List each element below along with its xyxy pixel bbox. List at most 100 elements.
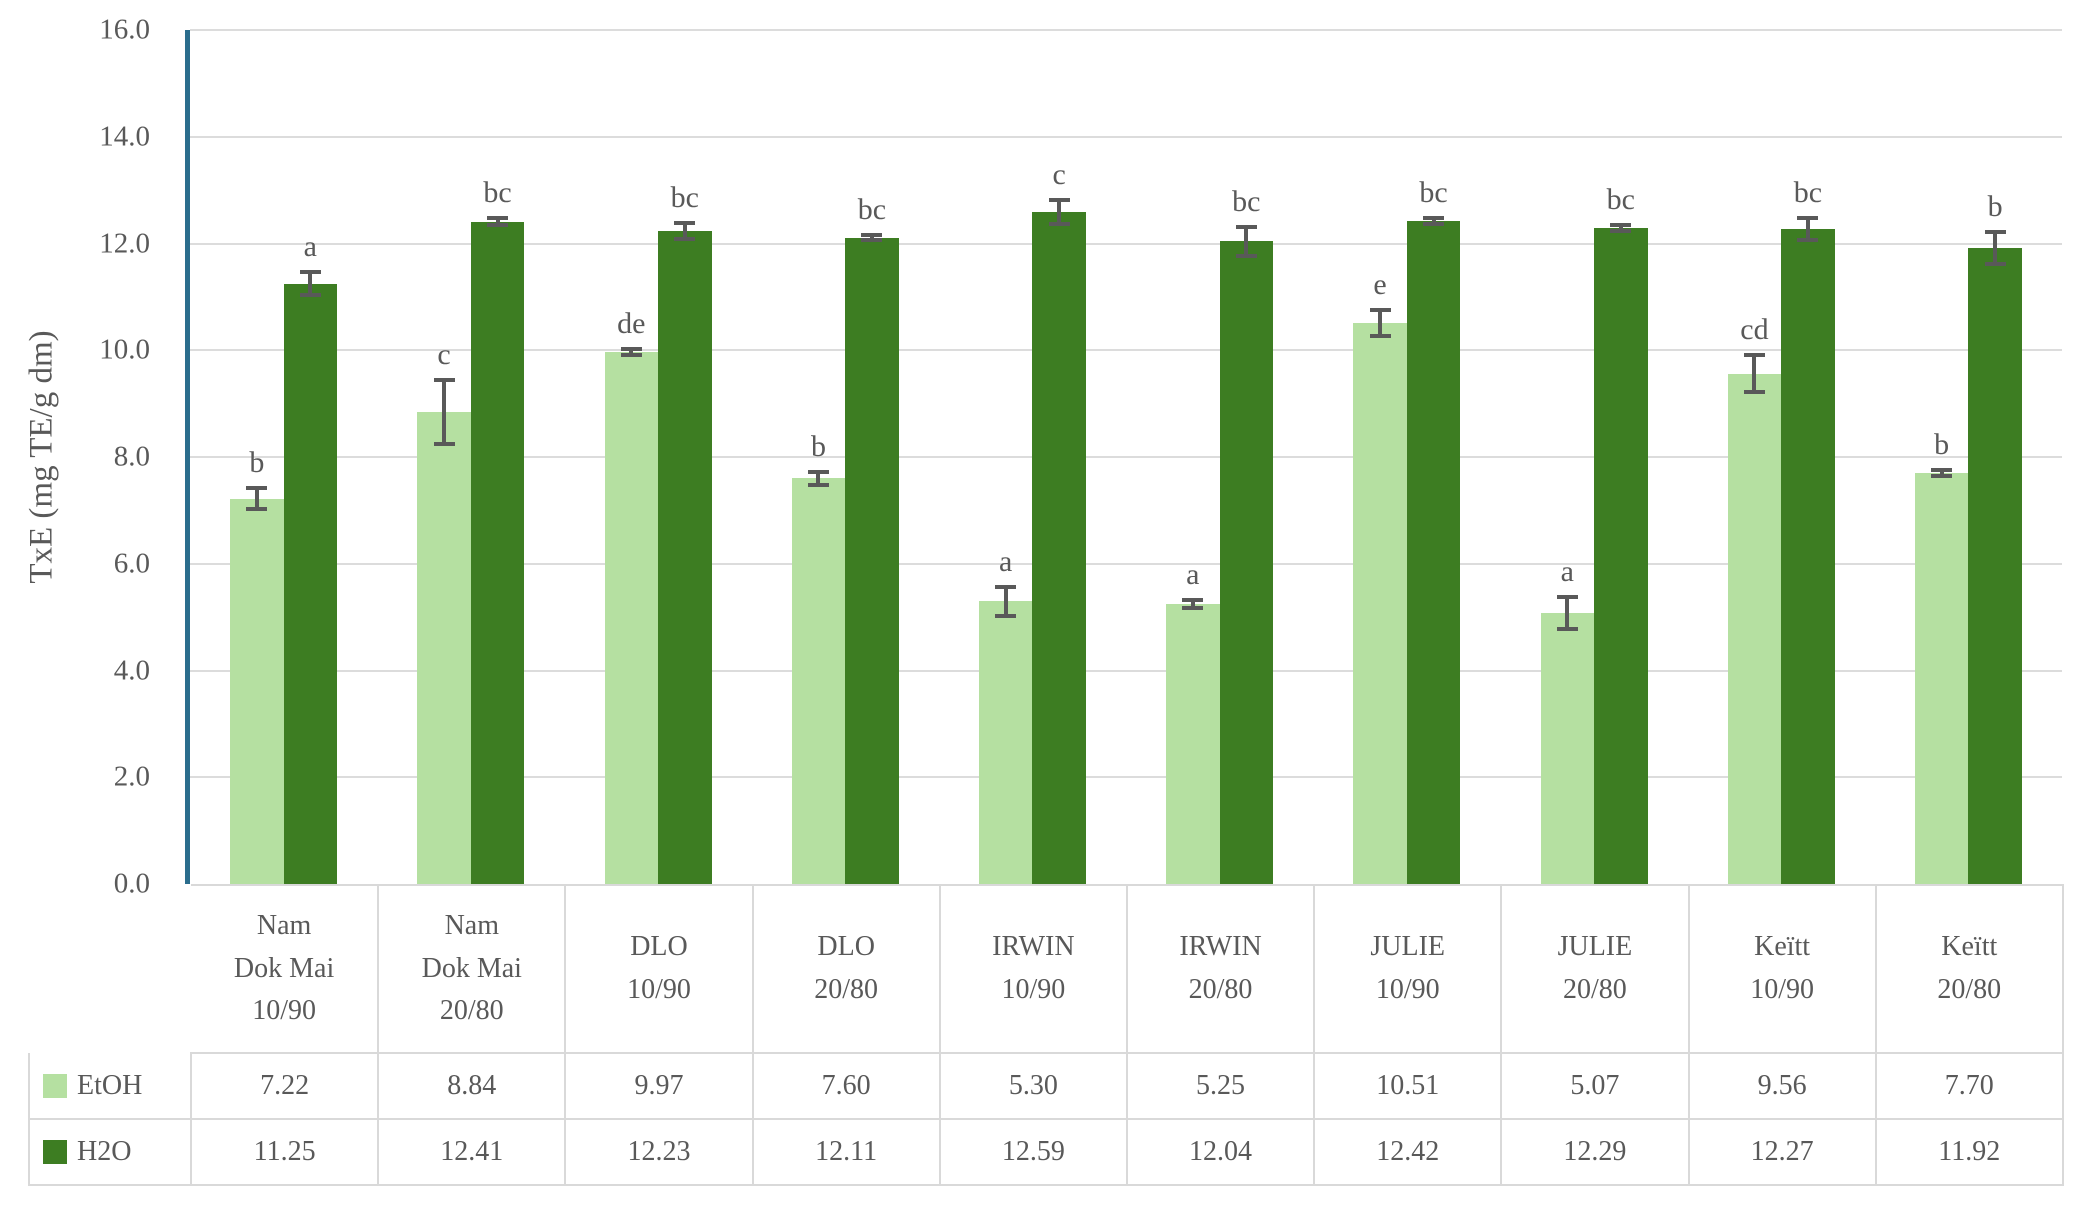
significance-letter-h2o-7: bc [1419,176,1448,210]
error-bar-upper-cap-h2o-3 [674,221,696,226]
error-bar-upper-cap-h2o-10 [1984,229,2006,234]
error-bar-lower-cap-h2o-1 [299,293,321,298]
significance-letter-etoh-1: b [249,445,265,479]
error-bar-line-h2o-8 [1618,225,1623,231]
category-header-line: DLO [630,931,688,963]
bar-etoh-4 [791,478,846,884]
y-tick-label-6.0: 6.0 [113,547,150,580]
category-header-line: Keïtt [1941,931,1998,963]
gridline-6 [190,562,2062,565]
significance-letter-h2o-2: bc [483,176,512,210]
bar-h2o-5 [1032,212,1086,884]
error-bar-upper-cap-etoh-5 [995,584,1017,589]
significance-letter-etoh-10: b [1934,427,1950,461]
value-cell-etoh-6: 5.25 [1125,1052,1316,1120]
category-header-line: DLO [817,931,875,963]
category-header-9: Keïtt 10/90 [1687,884,1877,1054]
significance-letter-h2o-8: bc [1606,183,1635,217]
gridline-8 [190,456,2062,458]
error-bar-upper-cap-etoh-4 [807,469,829,474]
category-header-line: JULIE [1557,931,1633,963]
significance-letter-h2o-4: bc [857,192,887,226]
category-header-line: IRWIN [992,931,1075,963]
error-bar-line-h2o-3 [682,223,687,240]
value-cell-h2o-8: 12.29 [1500,1118,1690,1186]
category-header-line: Keïtt [1754,931,1811,963]
bar-etoh-8 [1540,613,1594,884]
value-cell-h2o-10: 11.92 [1874,1118,2064,1186]
error-bar-lower-cap-etoh-4 [807,482,829,487]
gridline-14 [190,135,2062,138]
category-header-line: Dok Mai [421,952,522,984]
bar-etoh-1 [230,498,284,884]
significance-letter-h2o-3: bc [670,181,699,215]
legend-label: H2O [77,1136,132,1167]
error-bar-upper-cap-h2o-4 [861,232,883,237]
value-cell-etoh-5: 5.30 [938,1052,1128,1120]
error-bar-lower-cap-h2o-2 [487,222,509,227]
error-bar-line-etoh-5 [1003,586,1008,616]
error-bar-lower-cap-etoh-5 [995,613,1017,618]
table-row-etoh: EtOH 7.22 8.84 9.97 7.60 5.30 5.25 10.51 5.07 9.5… [28,1052,2064,1120]
error-bar-lower-cap-h2o-3 [674,237,696,242]
error-bar-line-etoh-3 [629,349,634,355]
legend-swatch-icon [43,1140,67,1164]
category-header-line: 20/80 [1937,974,2002,1005]
y-tick-label-8.0: 8.0 [113,440,150,473]
error-bar-lower-cap-etoh-10 [1931,474,1953,479]
legend-entry: H2O [31,1136,189,1168]
error-bar-lower-cap-etoh-2 [433,442,455,447]
error-bar-lower-cap-h2o-10 [1984,261,2006,266]
value-cell-h2o-2: 12.41 [377,1118,567,1186]
error-bar-lower-cap-h2o-7 [1423,221,1445,226]
error-bar-upper-cap-h2o-7 [1423,216,1445,221]
significance-letter-etoh-4: b [810,429,826,463]
category-header-line: 10/90 [1001,974,1066,1005]
value-cell-etoh-10: 7.70 [1874,1052,2064,1120]
category-header-4: DLO 20/80 [751,884,941,1054]
error-bar-upper-cap-etoh-8 [1556,595,1578,600]
bar-h2o-7 [1406,221,1461,884]
significance-letter-etoh-3: de [617,307,646,341]
significance-letter-etoh-9: cd [1740,313,1769,347]
legend-cell-h2o: H2O [28,1118,192,1186]
error-bar-lower-cap-h2o-8 [1610,228,1632,233]
value-cell-h2o-3: 12.23 [564,1118,754,1186]
bar-etoh-2 [417,412,471,884]
significance-letter-h2o-1: a [303,229,317,263]
error-bar-upper-cap-etoh-9 [1743,353,1765,358]
table-corner-cell [29,885,191,1053]
error-bar-lower-cap-etoh-1 [246,507,268,512]
error-bar-lower-cap-etoh-9 [1743,390,1765,395]
y-axis-line [185,30,190,884]
error-bar-line-h2o-4 [869,234,874,241]
error-bar-lower-cap-h2o-6 [1235,253,1257,258]
category-header-2: Nam Dok Mai 20/80 [377,884,567,1054]
error-bar-lower-cap-etoh-6 [1182,606,1204,611]
bar-h2o-8 [1594,228,1648,884]
error-bar-line-etoh-8 [1565,597,1570,630]
y-tick-label-4.0: 4.0 [113,654,150,686]
bar-etoh-5 [978,601,1033,884]
legend-label: EtOH [77,1069,143,1101]
error-bar-lower-cap-h2o-4 [861,238,883,243]
bar-h2o-3 [658,231,712,884]
category-header-line: 10/90 [1375,974,1440,1005]
gridline-12 [190,242,2062,245]
category-header-line: JULIE [1370,931,1446,963]
value-cell-etoh-9: 9.56 [1687,1052,1877,1120]
significance-letter-h2o-9: bc [1793,176,1823,210]
error-bar-upper-cap-h2o-5 [1048,198,1070,203]
significance-letter-h2o-10: b [1987,189,2003,223]
error-bar-upper-cap-etoh-6 [1182,597,1204,602]
bar-h2o-6 [1219,241,1274,884]
significance-letter-etoh-6: a [1186,557,1200,591]
error-bar-lower-cap-etoh-8 [1556,627,1578,632]
category-header-line: IRWIN [1179,931,1262,963]
bar-h2o-2 [470,221,525,884]
category-header-line: 20/80 [1188,974,1253,1005]
category-header-line: 20/80 [1563,974,1627,1005]
error-bar-line-h2o-10 [1993,231,1998,264]
error-bar-line-h2o-9 [1805,218,1810,240]
